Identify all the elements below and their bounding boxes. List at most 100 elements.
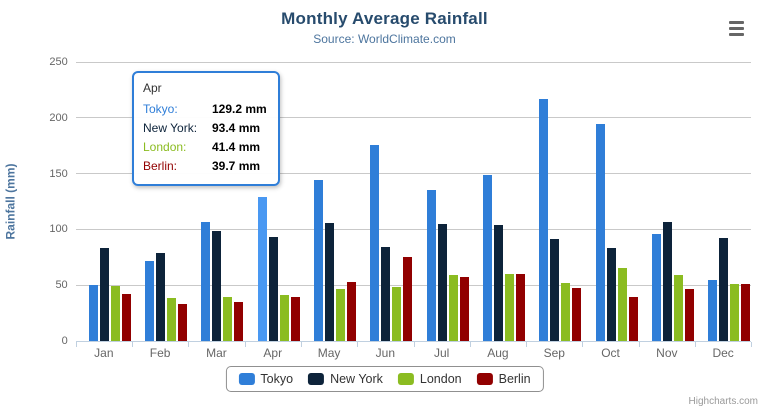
- xaxis-label-dec: Dec: [712, 346, 734, 360]
- legend-symbol-berlin: [476, 373, 493, 385]
- bar-tokyo-jun[interactable]: [370, 144, 380, 341]
- bar-new-york-jul[interactable]: [437, 223, 447, 341]
- bar-tokyo-may[interactable]: [314, 180, 324, 341]
- yaxis-label: 200: [49, 111, 68, 124]
- bar-berlin-dec[interactable]: [741, 283, 751, 341]
- yaxis-label: 250: [49, 56, 68, 68]
- xaxis-label-jan: Jan: [94, 346, 114, 360]
- credits-link[interactable]: Highcharts.com: [688, 396, 758, 407]
- bar-berlin-jan[interactable]: [121, 293, 131, 341]
- bar-london-jun[interactable]: [392, 287, 402, 341]
- tooltip: Apr Tokyo: 129.2 mm New York: 93.4 mm Lo…: [132, 71, 280, 186]
- bar-berlin-oct[interactable]: [628, 297, 638, 341]
- xaxis-tick: [188, 342, 190, 347]
- bar-tokyo-feb[interactable]: [145, 261, 155, 341]
- yaxis-label: 150: [49, 167, 68, 180]
- gridline-250: [75, 61, 752, 63]
- bar-tokyo-dec[interactable]: [708, 280, 718, 341]
- bar-berlin-mar[interactable]: [234, 302, 244, 341]
- gridline-50: [75, 284, 752, 286]
- bar-tokyo-sep[interactable]: [539, 99, 549, 341]
- bar-london-jan[interactable]: [110, 286, 120, 341]
- legend-item-berlin[interactable]: Berlin: [476, 372, 531, 386]
- bar-tokyo-apr[interactable]: [257, 196, 267, 341]
- bar-london-apr[interactable]: [279, 294, 289, 341]
- xaxis-label-jun: Jun: [375, 346, 396, 360]
- xaxis-tick: [638, 342, 640, 347]
- tooltip-header: Apr: [143, 81, 162, 95]
- bar-new-york-apr[interactable]: [268, 236, 278, 341]
- bar-new-york-jan[interactable]: [99, 247, 109, 341]
- tooltip-row-value-2: 41.4 mm: [212, 140, 261, 154]
- hamburger-icon: [729, 27, 744, 30]
- bar-new-york-sep[interactable]: [550, 239, 560, 341]
- bar-new-york-feb[interactable]: [156, 253, 166, 341]
- bar-berlin-feb[interactable]: [178, 303, 188, 341]
- tooltip-row-label-1: New York:: [143, 121, 198, 135]
- bar-tokyo-aug[interactable]: [482, 175, 492, 341]
- bar-tokyo-jan[interactable]: [88, 285, 98, 341]
- legend-label-london: London: [419, 372, 462, 386]
- xaxis-tick: [413, 342, 415, 347]
- xaxis-label-feb: Feb: [149, 346, 171, 360]
- xaxis-label-apr: Apr: [263, 346, 283, 360]
- export-menu-button[interactable]: [729, 20, 747, 37]
- xaxis-tick: [695, 342, 696, 347]
- bar-new-york-dec[interactable]: [719, 237, 729, 341]
- xaxis-label-aug: Aug: [487, 346, 509, 360]
- xaxis-label-may: May: [317, 346, 341, 360]
- xaxis-tick: [75, 342, 77, 347]
- bar-berlin-apr[interactable]: [290, 296, 300, 341]
- bar-london-nov[interactable]: [673, 274, 683, 341]
- bar-berlin-sep[interactable]: [572, 287, 582, 341]
- xaxis-label-jul: Jul: [433, 346, 450, 360]
- bar-berlin-may[interactable]: [347, 282, 357, 341]
- bar-tokyo-nov[interactable]: [651, 234, 661, 341]
- legend-item-new-york[interactable]: New York: [308, 372, 383, 386]
- xaxis-label-oct: Oct: [601, 346, 620, 360]
- bar-london-oct[interactable]: [617, 268, 627, 341]
- legend-item-london[interactable]: London: [397, 372, 462, 386]
- bar-new-york-nov[interactable]: [662, 222, 672, 341]
- bar-london-aug[interactable]: [504, 274, 514, 341]
- bar-new-york-aug[interactable]: [493, 224, 503, 341]
- legend-label-new-york: New York: [330, 372, 383, 386]
- bar-new-york-jun[interactable]: [381, 246, 391, 341]
- tooltip-row: Berlin: 39.7 mm: [143, 157, 269, 176]
- tooltip-row: Tokyo: 129.2 mm: [143, 100, 269, 119]
- bar-berlin-jun[interactable]: [403, 256, 413, 341]
- bar-berlin-nov[interactable]: [684, 288, 694, 341]
- xaxis-tick: [132, 342, 133, 347]
- xaxis-tick: [751, 342, 753, 347]
- chart-title: Monthly Average Rainfall: [281, 9, 488, 28]
- tooltip-row-label-0: Tokyo:: [143, 102, 178, 116]
- legend-symbol-tokyo: [238, 373, 255, 385]
- bar-london-jul[interactable]: [448, 275, 458, 341]
- bar-new-york-may[interactable]: [325, 222, 335, 341]
- gridline-150: [75, 173, 752, 175]
- bar-london-may[interactable]: [336, 288, 346, 341]
- legend-label-tokyo: Tokyo: [260, 372, 294, 386]
- bar-tokyo-oct[interactable]: [595, 124, 605, 341]
- bar-tokyo-jul[interactable]: [426, 189, 436, 341]
- bar-new-york-oct[interactable]: [606, 247, 616, 341]
- bar-berlin-jul[interactable]: [459, 276, 469, 341]
- xaxis-label-mar: Mar: [206, 346, 227, 360]
- xaxis-tick: [582, 342, 584, 347]
- bar-new-york-mar[interactable]: [212, 231, 222, 341]
- xaxis-label-sep: Sep: [543, 346, 565, 360]
- bar-london-sep[interactable]: [561, 282, 571, 341]
- bar-london-dec[interactable]: [730, 283, 740, 341]
- bar-london-feb[interactable]: [167, 297, 177, 341]
- bar-tokyo-mar[interactable]: [201, 222, 211, 341]
- xaxis-tick: [357, 342, 359, 347]
- bar-london-mar[interactable]: [223, 297, 233, 341]
- legend-item-tokyo[interactable]: Tokyo: [238, 372, 293, 386]
- tooltip-row: London: 41.4 mm: [143, 138, 269, 157]
- yaxis-label: 100: [49, 223, 68, 236]
- bar-berlin-aug[interactable]: [515, 273, 525, 341]
- tooltip-row-value-1: 93.4 mm: [212, 121, 261, 135]
- legend-label-berlin: Berlin: [498, 372, 531, 386]
